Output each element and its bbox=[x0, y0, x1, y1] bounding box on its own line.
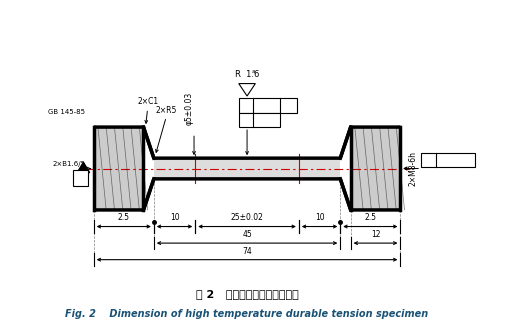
Polygon shape bbox=[154, 158, 340, 179]
FancyBboxPatch shape bbox=[73, 170, 88, 185]
Text: ∥: ∥ bbox=[244, 116, 248, 123]
Text: A: A bbox=[285, 101, 292, 110]
Text: 74: 74 bbox=[242, 246, 252, 255]
Text: φ5±0.03: φ5±0.03 bbox=[185, 92, 194, 125]
Text: 12: 12 bbox=[371, 230, 380, 239]
Text: 45: 45 bbox=[242, 230, 252, 239]
Text: φ0.02: φ0.02 bbox=[256, 102, 277, 108]
Polygon shape bbox=[94, 127, 143, 210]
Text: 2×B1.6/5: 2×B1.6/5 bbox=[52, 162, 86, 167]
Text: 2×R5: 2×R5 bbox=[156, 106, 177, 115]
Text: φ0.02A: φ0.02A bbox=[443, 157, 468, 163]
Text: 0.02: 0.02 bbox=[257, 117, 272, 123]
FancyBboxPatch shape bbox=[239, 113, 280, 127]
Text: a: a bbox=[252, 69, 255, 75]
Text: R  1.6: R 1.6 bbox=[235, 70, 260, 79]
Text: ○: ○ bbox=[425, 157, 431, 163]
Text: 2×C1: 2×C1 bbox=[137, 97, 158, 106]
Polygon shape bbox=[351, 127, 400, 210]
Text: 2.5: 2.5 bbox=[118, 214, 130, 222]
Text: 10: 10 bbox=[170, 214, 180, 222]
Text: A: A bbox=[77, 173, 84, 182]
Text: 10: 10 bbox=[315, 214, 324, 222]
Text: 25±0.02: 25±0.02 bbox=[230, 214, 264, 222]
Polygon shape bbox=[77, 162, 90, 173]
Text: GB 145-85: GB 145-85 bbox=[48, 109, 86, 115]
Text: 2×M8-6h: 2×M8-6h bbox=[408, 151, 417, 186]
FancyBboxPatch shape bbox=[239, 98, 297, 113]
Text: ○: ○ bbox=[243, 102, 249, 108]
Text: 图 2   高温持久拉伸试样的尺寸: 图 2 高温持久拉伸试样的尺寸 bbox=[196, 289, 298, 299]
FancyBboxPatch shape bbox=[421, 153, 475, 168]
Text: 2.5: 2.5 bbox=[364, 214, 376, 222]
Text: Fig. 2    Dimension of high temperature durable tension specimen: Fig. 2 Dimension of high temperature dur… bbox=[65, 309, 429, 319]
